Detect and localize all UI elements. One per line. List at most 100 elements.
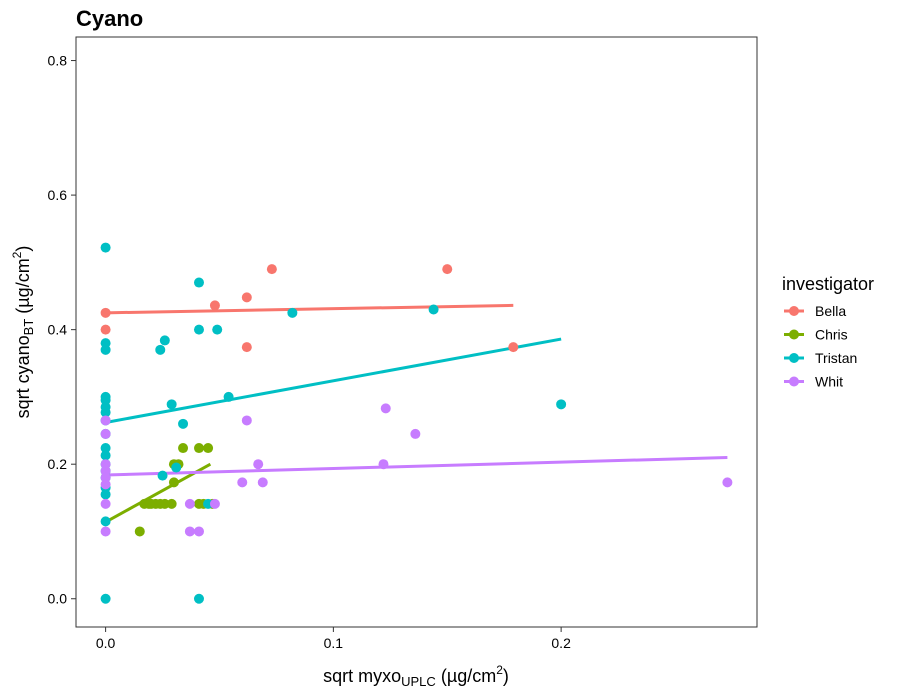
y-tick-label: 0.8: [48, 53, 68, 69]
data-point-tristan: [287, 307, 298, 318]
x-tick-label: 0.0: [96, 635, 116, 651]
data-point-tristan: [203, 498, 214, 509]
legend-label: Chris: [815, 327, 848, 343]
data-point-whit: [380, 403, 391, 414]
y-axis-label-unit-close: ): [13, 246, 33, 252]
data-point-whit: [722, 477, 733, 488]
data-point-whit: [100, 428, 111, 439]
plot-frame: [75, 36, 758, 628]
data-point-tristan: [100, 489, 111, 500]
fit-line-whit: [105, 455, 728, 477]
data-point-tristan: [556, 399, 567, 410]
legend-key-point: [789, 329, 799, 340]
data-point-whit: [100, 498, 111, 509]
legend-item-tristan: Tristan: [784, 350, 857, 366]
x-axis-label-main: sqrt myxo: [323, 666, 401, 686]
data-point-tristan: [159, 335, 170, 346]
data-point-tristan: [100, 443, 111, 454]
y-tick-label: 0.6: [48, 187, 68, 203]
data-point-tristan: [100, 407, 111, 418]
legend-key-point: [789, 306, 799, 316]
legend-label: Bella: [815, 303, 846, 319]
data-point-tristan: [223, 391, 234, 402]
data-point-bella: [442, 264, 453, 275]
data-point-whit: [100, 415, 111, 426]
data-point-bella: [100, 324, 111, 335]
legend-item-whit: Whit: [784, 374, 843, 390]
legend-key-point: [789, 376, 799, 387]
data-point-tristan: [212, 324, 223, 335]
x-tick-label: 0.1: [324, 635, 344, 651]
data-point-whit: [257, 477, 268, 488]
fit-line-bella: [105, 303, 514, 315]
data-point-tristan: [100, 593, 111, 604]
data-point-tristan: [171, 462, 182, 473]
data-point-tristan: [428, 304, 439, 315]
y-axis-label-main: sqrt cyano: [13, 335, 33, 418]
data-point-tristan: [166, 399, 177, 410]
legend-key-point: [789, 353, 799, 363]
data-point-tristan: [100, 242, 111, 253]
legend-label: Tristan: [815, 350, 857, 366]
x-axis-label-unit: (µg/cm: [441, 666, 496, 686]
y-axis-label: sqrt cyanoBT (µg/cm2): [10, 246, 36, 419]
y-axis-label-sub: BT: [21, 319, 36, 336]
x-tick-label: 0.2: [551, 635, 571, 651]
data-point-whit: [193, 526, 204, 537]
data-point-bella: [266, 264, 277, 275]
legend-title: investigator: [782, 274, 874, 294]
legend-item-bella: Bella: [784, 303, 846, 319]
data-point-chris: [166, 498, 177, 509]
chart-title: Cyano: [76, 6, 143, 31]
y-tick-label: 0.0: [48, 591, 68, 607]
data-point-tristan: [178, 418, 189, 429]
data-point-chris: [178, 443, 189, 454]
data-point-chris: [203, 443, 214, 454]
legend-label: Whit: [815, 374, 843, 390]
x-axis-label: sqrt myxoUPLC (µg/cm2): [323, 663, 509, 689]
data-point-whit: [410, 428, 421, 439]
legend: investigator Bella Chris Tristan Whit: [782, 274, 874, 390]
plot-area: [75, 36, 758, 628]
data-point-whit: [100, 479, 111, 490]
data-point-chris: [134, 526, 145, 537]
data-point-tristan: [100, 516, 111, 527]
data-point-tristan: [100, 344, 111, 355]
data-point-bella: [100, 307, 111, 318]
data-points: [100, 242, 733, 604]
data-point-tristan: [193, 277, 204, 288]
y-tick-label: 0.4: [48, 322, 68, 338]
data-point-whit: [209, 498, 220, 509]
data-point-chris: [159, 498, 170, 509]
y-axis-label-unit: (µg/cm: [13, 258, 33, 313]
x-axis-label-unit-sup: 2: [496, 663, 503, 677]
data-point-tristan: [193, 324, 204, 335]
x-axis-label-unit-close: ): [503, 666, 509, 686]
fit-line-tristan: [105, 337, 562, 424]
data-point-whit: [378, 459, 389, 470]
data-point-chris: [193, 443, 204, 454]
data-point-whit: [184, 498, 195, 509]
x-axis: 0.0 0.1 0.2: [96, 627, 571, 651]
data-point-bella: [209, 300, 220, 311]
data-point-chris: [168, 477, 179, 488]
y-axis: 0.0 0.2 0.4 0.6 0.8: [48, 53, 76, 607]
data-point-whit: [237, 477, 248, 488]
data-point-bella: [241, 292, 252, 303]
data-point-whit: [184, 526, 195, 537]
x-axis-label-sub: UPLC: [401, 674, 436, 689]
data-point-tristan: [157, 470, 168, 481]
data-point-tristan: [193, 593, 204, 604]
data-point-whit: [253, 459, 264, 470]
y-tick-label: 0.2: [48, 456, 68, 472]
data-point-tristan: [155, 344, 166, 355]
y-axis-label-unit-sup: 2: [10, 251, 24, 258]
data-point-whit: [100, 526, 111, 537]
data-point-whit: [241, 415, 252, 426]
data-point-tristan: [100, 450, 111, 461]
fit-lines: [104, 303, 728, 524]
legend-item-chris: Chris: [784, 327, 848, 343]
data-point-bella: [241, 342, 252, 353]
data-point-bella: [508, 342, 519, 353]
